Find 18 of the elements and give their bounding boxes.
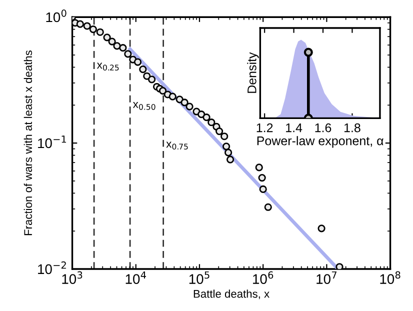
annotation: x$_{0.50}$ [132,102,156,110]
y-axis-title: Fraction of wars with at least x deaths [24,50,32,236]
x-tick-label: 10$^{6}$ [253,271,274,284]
x-tick-label: 1.6 [315,123,332,132]
y-axis-title: Density [247,52,259,93]
x-axis-title: Battle deaths, x [194,290,270,300]
x-tick-label: 10$^{5}$ [189,271,210,284]
x-tick-label: 10$^{8}$ [380,271,400,284]
annotation: x$_{0.25}$ [96,62,119,71]
annotation: x$_{0.75}$ [166,142,188,150]
x-tick-label: 10$^{7}$ [316,271,337,284]
x-tick-label: 1.2 [256,123,273,132]
x-axis-title: Power-law exponent, α [257,136,384,148]
x-tick-label: 10$^{4}$ [126,271,146,284]
x-tick-label: 1.4 [286,124,302,132]
y-tick-label: 10$^{0}$ [46,10,66,22]
y-tick-label: 10$^{−1}$ [38,136,66,148]
x-tick-label: 1.8 [344,123,360,132]
